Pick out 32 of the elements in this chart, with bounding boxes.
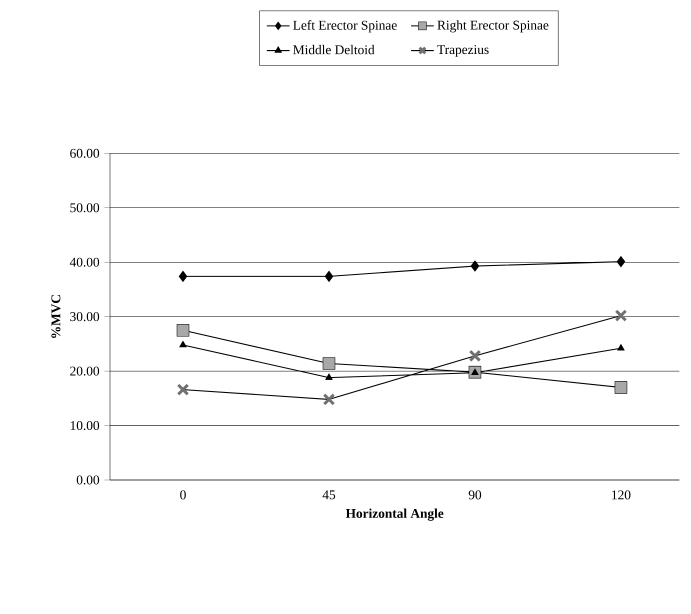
legend-label: Trapezius — [437, 45, 489, 57]
point — [614, 381, 628, 394]
x-tick-label: 0 — [180, 490, 186, 500]
y-tick-label: 40.00 — [70, 258, 100, 267]
y-tick-label: 30.00 — [70, 312, 100, 322]
point — [325, 373, 333, 380]
point — [176, 324, 190, 337]
y-tick-label: 10.00 — [70, 421, 100, 430]
x-tick-label: 45 — [322, 490, 336, 500]
y-tick-label: 20.00 — [70, 366, 100, 376]
point — [471, 368, 479, 376]
x-tick-label: 90 — [468, 490, 482, 500]
point — [179, 340, 187, 348]
point — [324, 270, 334, 282]
point — [176, 383, 190, 396]
point — [470, 260, 480, 272]
legend-label: Right Erector Spinae — [437, 20, 548, 32]
point — [616, 256, 626, 268]
y-axis-title: %MVC — [51, 295, 60, 338]
x-tick-label: 120 — [612, 490, 630, 500]
y-tick-label: 50.00 — [70, 203, 100, 212]
point — [468, 350, 482, 362]
legend-label: Left Erector Spinae — [293, 20, 397, 32]
point — [617, 344, 625, 351]
point — [322, 393, 336, 406]
y-tick-label: 60.00 — [70, 148, 100, 158]
x-axis-title: Horizontal Angle — [346, 508, 444, 521]
y-tick-label: 0.00 — [76, 475, 100, 485]
point — [614, 309, 628, 322]
point — [178, 270, 188, 282]
legend-label: Middle Deltoid — [293, 44, 374, 54]
point — [322, 357, 336, 370]
